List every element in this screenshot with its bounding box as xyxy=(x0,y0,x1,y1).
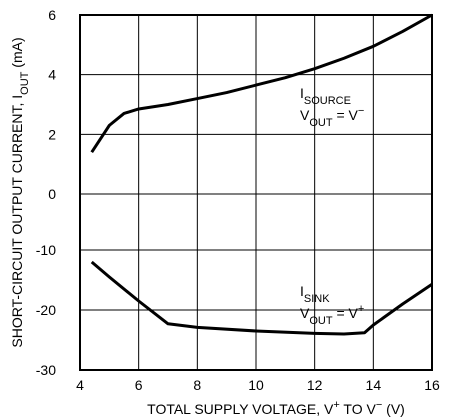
text-part: SHORT-CIRCUIT OUTPUT CURRENT, I xyxy=(9,95,25,348)
text-part: TOTAL SUPPLY VOLTAGE, V xyxy=(147,401,334,417)
data-line xyxy=(90,13,433,154)
y-tick-label: 2 xyxy=(48,126,56,142)
text-part: TO V xyxy=(340,401,377,417)
text-part: I xyxy=(300,283,304,299)
text-part: (mA) xyxy=(9,37,25,71)
text-part: − xyxy=(376,399,382,411)
text-part: OUT xyxy=(19,71,31,95)
x-tick-label: 10 xyxy=(248,377,264,393)
x-tick-label: 6 xyxy=(135,377,143,393)
text-part: SINK xyxy=(304,293,330,305)
x-tick-label: 12 xyxy=(307,377,323,393)
text-part: + xyxy=(358,303,364,315)
text-part: OUT xyxy=(309,315,333,327)
y-tick-label: -30 xyxy=(36,362,56,378)
text-part: SOURCE xyxy=(304,95,351,107)
text-part: I xyxy=(300,85,304,101)
y-tick-label: -20 xyxy=(36,302,56,318)
text-part: + xyxy=(333,399,339,411)
text-part: = V xyxy=(333,107,359,123)
annotation: VOUT = V− xyxy=(300,105,364,129)
text-part: V xyxy=(300,107,310,123)
text-part: V xyxy=(300,305,310,321)
annotation: ISINK xyxy=(300,283,330,305)
x-tick-label: 4 xyxy=(76,377,84,393)
x-tick-label: 8 xyxy=(193,377,201,393)
x-tick-label: 14 xyxy=(366,377,382,393)
x-axis-label: TOTAL SUPPLY VOLTAGE, V+ TO V− (V) xyxy=(147,399,405,417)
y-tick-label: 6 xyxy=(48,7,56,23)
y-axis-label: SHORT-CIRCUIT OUTPUT CURRENT, IOUT (mA) xyxy=(9,37,31,347)
annotation: ISOURCE xyxy=(300,85,351,107)
annotation: VOUT = V+ xyxy=(300,303,364,327)
text-part: OUT xyxy=(309,117,333,129)
text-part: (V) xyxy=(382,401,405,417)
y-tick-label: 4 xyxy=(48,67,56,83)
y-tick-label: -10 xyxy=(36,242,56,258)
x-tick-label: 16 xyxy=(424,377,440,393)
y-tick-label: 0 xyxy=(48,186,56,202)
text-part: = V xyxy=(333,305,359,321)
plot-frame xyxy=(79,14,433,371)
text-part: − xyxy=(358,105,364,117)
data-line xyxy=(90,260,433,336)
